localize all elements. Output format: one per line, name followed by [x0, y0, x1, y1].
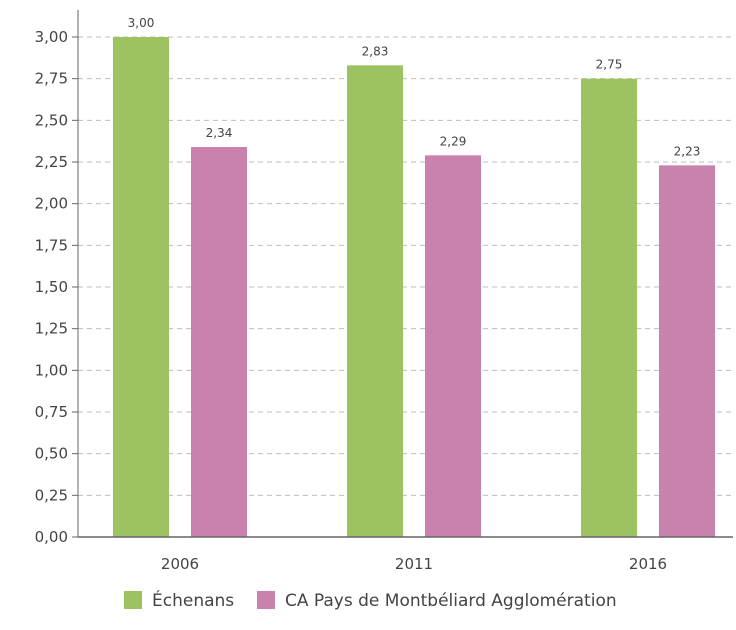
bar [581, 78, 637, 538]
y-tick-label: 0,50 [35, 445, 68, 463]
x-tick-label: 2011 [395, 555, 433, 573]
grid-layer [78, 36, 733, 496]
axis-layer: 0,00 0,25 0,50 0,75 1,00 1,25 1,50 1,75 2,00 2,25… [35, 10, 733, 546]
y-tick-label: 2,50 [35, 111, 68, 129]
bar [191, 147, 247, 537]
y-tick-label: 1,50 [35, 278, 68, 296]
legend-swatch [124, 591, 142, 609]
y-tick-label: 0,25 [35, 486, 68, 504]
y-tick-label: 2,00 [35, 195, 68, 213]
y-tick-label: 2,75 [35, 70, 68, 88]
bar [425, 155, 481, 538]
bar [113, 37, 169, 537]
y-tick-label: 0,00 [35, 528, 68, 546]
legend-label: CA Pays de Montbéliard Agglomération [285, 591, 617, 611]
y-tick-label: 1,00 [35, 361, 68, 379]
data-label: 2,75 [596, 58, 623, 72]
x-tick-label: 2016 [629, 555, 667, 573]
data-label: 2,23 [674, 144, 701, 158]
bar [659, 165, 715, 538]
labels-layer: 3,00 2,34 2006 2,83 2,29 2011 2,75 2,23 2016 [128, 16, 701, 573]
legend-swatch [257, 591, 275, 609]
data-label: 2,29 [440, 134, 467, 148]
data-label: 3,00 [128, 16, 155, 30]
y-tick-label: 1,25 [35, 320, 68, 338]
y-tick-label: 1,75 [35, 236, 68, 254]
bar [347, 65, 403, 537]
data-label: 2,83 [362, 44, 389, 58]
legend: Échenans CA Pays de Montbéliard Aggloméra… [124, 589, 617, 611]
legend-label: Échenans [152, 589, 234, 611]
y-tick-label: 2,25 [35, 153, 68, 171]
data-label: 2,34 [206, 126, 233, 140]
y-tick-label: 0,75 [35, 403, 68, 421]
bars-layer [113, 37, 715, 538]
y-tick-label: 3,00 [35, 28, 68, 46]
x-tick-label: 2006 [161, 555, 199, 573]
